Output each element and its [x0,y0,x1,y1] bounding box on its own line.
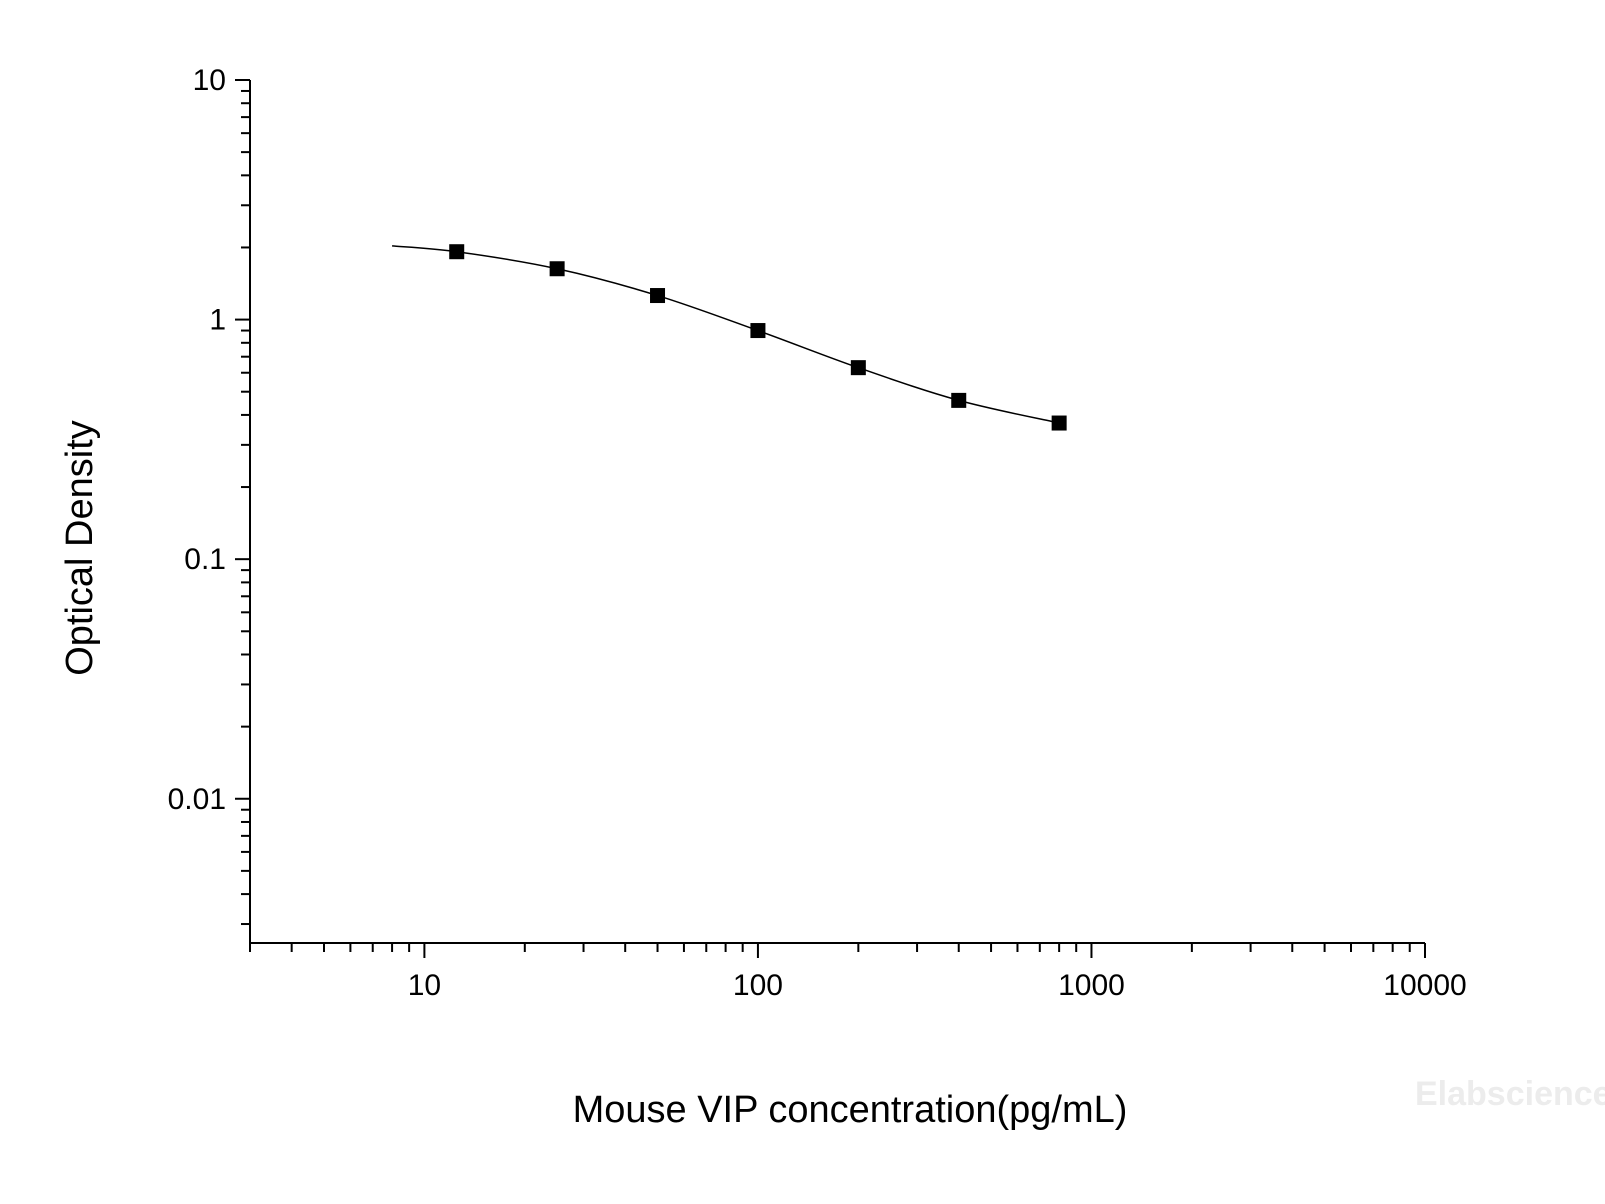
fit-curve-layer [392,245,1060,424]
data-point [1051,415,1067,431]
y-tick-label: 10 [193,64,226,97]
y-tick-label: 0.1 [184,543,226,576]
data-point [750,323,766,339]
y-tick-label: 1 [209,304,226,337]
x-tick-label: 100 [733,969,783,1002]
y-tick-label: 0.01 [168,783,226,816]
axes [249,80,1425,944]
x-axis-title: Mouse VIP concentration(pg/mL) [573,1089,1128,1131]
x-axis-ticks: 10 100 1000 10000 [249,943,1467,1002]
y-axis-ticks: 10 1 0.1 0.01 [168,64,250,926]
watermark: Elabscience [1415,1075,1605,1113]
fit-curve [392,245,1060,424]
x-tick-label: 1000 [1058,969,1125,1002]
data-points-layer [449,244,1067,431]
x-tick-label: 10000 [1383,969,1466,1002]
x-tick-label: 10 [408,969,441,1002]
data-point [650,288,666,304]
data-point [951,392,967,408]
data-point [850,360,866,376]
data-point [449,244,465,260]
data-point [549,261,565,277]
y-axis-title: Optical Density [59,420,101,676]
